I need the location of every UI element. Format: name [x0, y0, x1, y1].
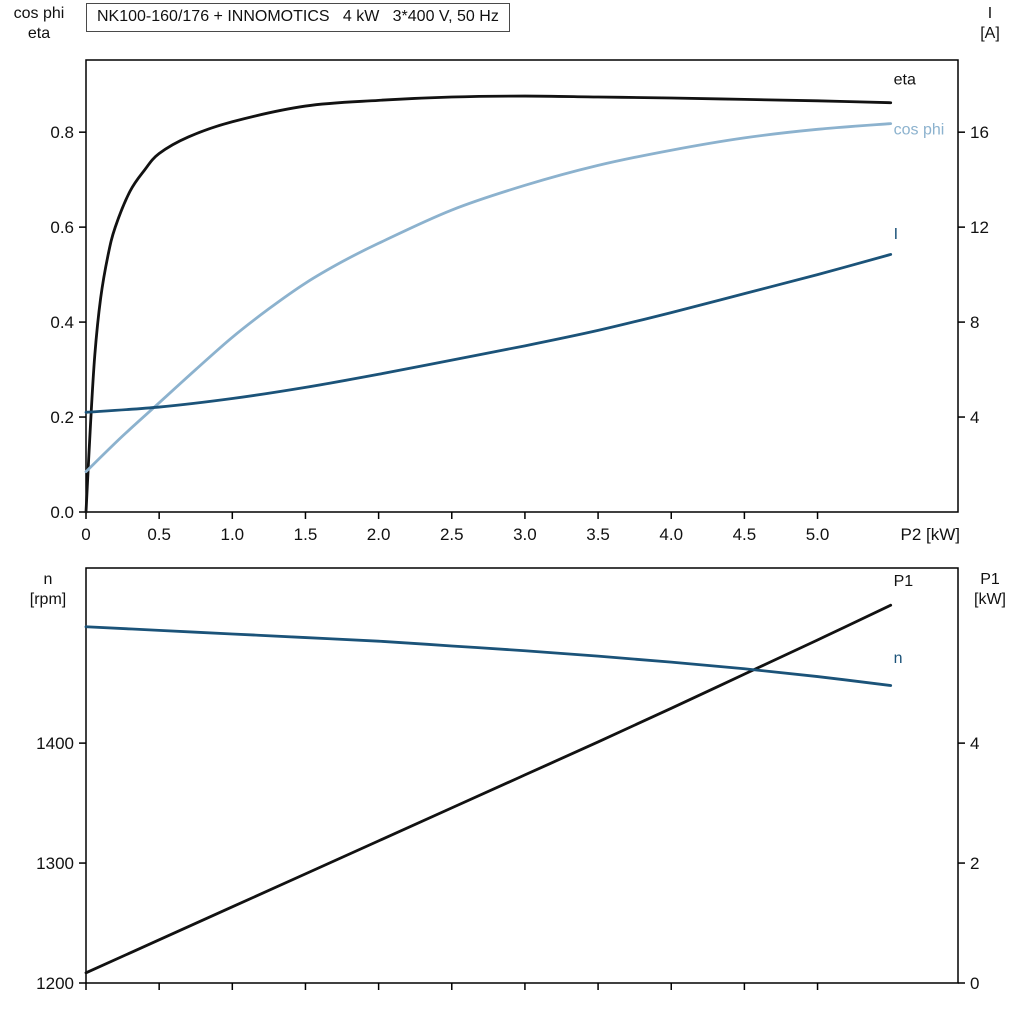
curve-label-eta: eta — [894, 72, 916, 89]
bottom-left-axis-title: n [rpm] — [16, 570, 80, 610]
axis-title-speed-unit: [rpm] — [29, 591, 67, 608]
curve-eta — [84, 94, 893, 514]
x-tick-label: 2.5 — [440, 525, 464, 544]
bottom-right-axis-title: P1 [kW] — [960, 570, 1020, 610]
motor-performance-chart: 0 0.5 1.0 1.5 2.0 2.5 3.0 3.5 4.0 4.5 5.0 P2 [kW] 0.… — [50, 59, 989, 544]
x-tick-label: 0 — [81, 525, 90, 544]
x-axis-label: P2 [kW] — [900, 525, 960, 544]
left-tick-label: 0.0 — [50, 503, 74, 522]
left-tick-label: 0.2 — [50, 408, 74, 427]
x-tick-label: 2.0 — [367, 525, 391, 544]
chart-title: NK100-160/176 + INNOMOTICS 4 kW 3*400 V,… — [86, 3, 510, 32]
left-tick-label: 1200 — [36, 974, 74, 993]
x-tick-label: 4.5 — [733, 525, 757, 544]
x-tick-label: 4.0 — [659, 525, 683, 544]
x-tick-label: 5.0 — [806, 525, 830, 544]
right-tick-label: 2 — [970, 854, 979, 873]
axis-title-p1: P1 — [980, 571, 1000, 588]
right-tick-label: 4 — [970, 734, 979, 753]
left-tick-label: 1400 — [36, 734, 74, 753]
x-tick-label: 1.5 — [294, 525, 318, 544]
curve-p1 — [84, 603, 893, 975]
right-tick-label: 12 — [970, 218, 989, 237]
top-left-axis-title: cos phi eta — [2, 4, 76, 44]
curve-label-speed: n — [894, 650, 903, 667]
right-tick-label: 0 — [970, 974, 979, 993]
curve-label-cos-phi: cos phi — [894, 122, 945, 139]
left-tick-label: 0.8 — [50, 123, 74, 142]
right-tick-label: 8 — [970, 313, 979, 332]
curve-label-p1: P1 — [894, 573, 914, 590]
axis-title-current: I — [987, 5, 993, 22]
x-tick-label: 3.0 — [513, 525, 537, 544]
axis-title-p1-unit: [kW] — [974, 591, 1006, 608]
x-tick-label: 0.5 — [147, 525, 171, 544]
axis-title-eta: eta — [27, 25, 51, 42]
left-tick-label: 1300 — [36, 854, 74, 873]
right-tick-label: 4 — [970, 408, 979, 427]
left-tick-label: 0.4 — [50, 313, 74, 332]
x-tick-label: 1.0 — [220, 525, 244, 544]
speed-power-chart: 1200 1300 1400 0 2 4 P1 n — [36, 567, 979, 993]
plot-border — [85, 59, 959, 513]
axis-title-current-unit: [A] — [980, 25, 1000, 42]
curve-cos-phi — [84, 122, 893, 474]
axis-title-speed: n — [43, 571, 53, 588]
axis-title-cos-phi: cos phi — [13, 5, 65, 22]
x-tick-label: 3.5 — [586, 525, 610, 544]
top-right-axis-title: I [A] — [962, 4, 1018, 44]
left-tick-label: 0.6 — [50, 218, 74, 237]
curve-current — [84, 253, 893, 414]
plot-border — [85, 567, 959, 984]
right-tick-label: 16 — [970, 123, 989, 142]
curve-label-current: I — [894, 226, 898, 243]
curve-speed — [84, 625, 893, 687]
